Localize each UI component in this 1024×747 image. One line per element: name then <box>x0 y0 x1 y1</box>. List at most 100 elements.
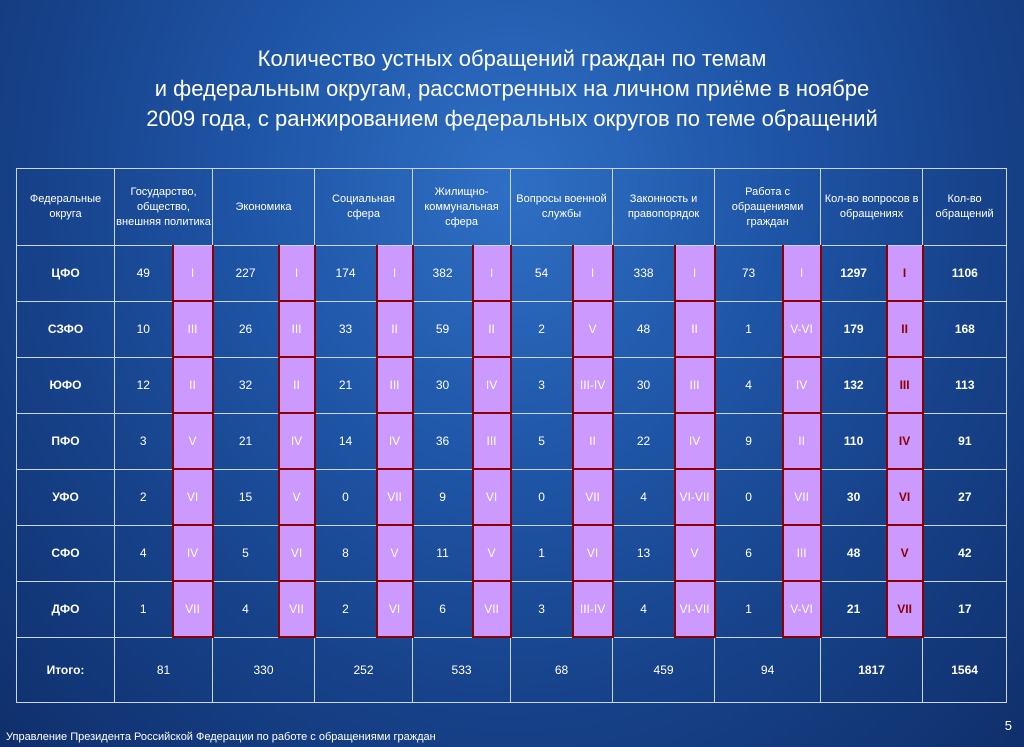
header-row: Федеральные округа Государство, общество… <box>16 168 1008 246</box>
questions-rank-cell: IV <box>885 412 924 470</box>
district-cell: ПФО <box>16 412 115 470</box>
value-cell: 227 <box>212 245 280 302</box>
value-cell: 9 <box>714 412 784 470</box>
value-cell: 3 <box>114 412 173 470</box>
header-military: Вопросы военной службы <box>510 168 614 246</box>
rank-cell: IV <box>277 412 316 470</box>
rank-cell: I <box>571 245 614 302</box>
header-law: Законность и правопорядок <box>612 168 716 246</box>
questions-cell: 132 <box>820 356 888 414</box>
rank-cell: III <box>781 524 822 582</box>
value-cell: 22 <box>612 412 676 470</box>
title-line-3: 2009 года, с ранжированием федеральных о… <box>146 106 878 131</box>
table-row: ДФО 1 VII 4 VII 2 VI 6 VII 3 III-IV 4 VI-VII 1 V-VI 21 V… <box>16 580 1008 638</box>
value-cell: 11 <box>412 524 474 582</box>
value-cell: 21 <box>314 356 378 414</box>
value-cell: 13 <box>612 524 676 582</box>
rank-cell: VI <box>375 580 414 638</box>
header-state: Государство, общество, внешняя политика <box>113 168 214 246</box>
rank-cell: IV <box>673 412 716 470</box>
rank-cell: VI <box>471 468 512 526</box>
questions-rank-cell: II <box>885 300 924 358</box>
value-cell: 15 <box>212 468 280 526</box>
rank-cell: VI-VII <box>673 580 716 638</box>
total-appeals: 1564 <box>922 636 1008 703</box>
rank-cell: II <box>277 356 316 414</box>
questions-rank-cell: III <box>885 356 924 414</box>
table-row: СЗФО 10 III 26 III 33 II 59 II 2 V 48 II 1 V-VI 179 II 16… <box>16 300 1008 358</box>
rank-cell: V <box>171 412 214 470</box>
value-cell: 73 <box>714 245 784 302</box>
rank-cell: III <box>673 356 716 414</box>
total-social: 252 <box>314 636 414 703</box>
value-cell: 2 <box>114 468 173 526</box>
header-questions: Кол-во вопросов в обращениях <box>820 168 924 246</box>
value-cell: 30 <box>612 356 676 414</box>
questions-cell: 110 <box>820 412 888 470</box>
header-housing: Жилищно-коммунальная сфера <box>412 168 512 246</box>
appeals-cell: 1106 <box>922 245 1008 302</box>
total-work: 94 <box>714 636 822 703</box>
rank-cell: IV <box>781 356 822 414</box>
value-cell: 6 <box>714 524 784 582</box>
appeals-cell: 91 <box>922 412 1008 470</box>
slide-title: Количество устных обращений граждан по т… <box>0 44 1024 134</box>
rank-cell: V <box>375 524 414 582</box>
value-cell: 59 <box>412 300 474 358</box>
rank-cell: I <box>673 245 716 302</box>
total-questions: 1817 <box>820 636 924 703</box>
value-cell: 30 <box>412 356 474 414</box>
value-cell: 1 <box>714 300 784 358</box>
value-cell: 338 <box>612 245 676 302</box>
rank-cell: III <box>471 412 512 470</box>
table-row: УФО 2 VI 15 V 0 VII 9 VI 0 VII 4 VI-VII 0 VII 30 VI 27 <box>16 468 1008 526</box>
totals-row: Итого: 81 330 252 533 68 459 94 1817 156… <box>16 636 1008 703</box>
value-cell: 0 <box>510 468 574 526</box>
value-cell: 0 <box>714 468 784 526</box>
district-cell: ЦФО <box>16 245 115 302</box>
appeals-cell: 113 <box>922 356 1008 414</box>
rank-cell: I <box>471 245 512 302</box>
total-economy: 330 <box>212 636 316 703</box>
total-law: 459 <box>612 636 716 703</box>
header-economy: Экономика <box>212 168 316 246</box>
rank-cell: IV <box>375 412 414 470</box>
value-cell: 2 <box>510 300 574 358</box>
totals-label: Итого: <box>16 636 115 703</box>
questions-cell: 48 <box>820 524 888 582</box>
value-cell: 174 <box>314 245 378 302</box>
value-cell: 32 <box>212 356 280 414</box>
appeals-cell: 27 <box>922 468 1008 526</box>
rank-cell: I <box>781 245 822 302</box>
total-state: 81 <box>113 636 214 703</box>
rank-cell: VI <box>277 524 316 582</box>
value-cell: 5 <box>212 524 280 582</box>
appeals-cell: 17 <box>922 580 1008 638</box>
rank-cell: IV <box>171 524 214 582</box>
rank-cell: V <box>673 524 716 582</box>
value-cell: 0 <box>314 468 378 526</box>
rank-cell: II <box>571 412 614 470</box>
value-cell: 2 <box>314 580 378 638</box>
total-housing: 533 <box>412 636 512 703</box>
rank-cell: VII <box>277 580 316 638</box>
questions-rank-cell: VI <box>885 468 924 526</box>
district-cell: СФО <box>16 524 115 582</box>
value-cell: 33 <box>314 300 378 358</box>
questions-cell: 179 <box>820 300 888 358</box>
value-cell: 1 <box>714 580 784 638</box>
value-cell: 5 <box>510 412 574 470</box>
rank-cell: VII <box>171 580 214 638</box>
value-cell: 1 <box>114 580 173 638</box>
table-row: СФО 4 IV 5 VI 8 V 11 V 1 VI 13 V 6 III 48 V 42 <box>16 524 1008 582</box>
district-cell: УФО <box>16 468 115 526</box>
questions-cell: 1297 <box>820 245 888 302</box>
header-districts: Федеральные округа <box>16 168 115 246</box>
rank-cell: VII <box>471 580 512 638</box>
rank-cell: VII <box>571 468 614 526</box>
rank-cell: II <box>375 300 414 358</box>
value-cell: 21 <box>212 412 280 470</box>
value-cell: 4 <box>612 580 676 638</box>
rank-cell: V-VI <box>781 580 822 638</box>
value-cell: 4 <box>114 524 173 582</box>
